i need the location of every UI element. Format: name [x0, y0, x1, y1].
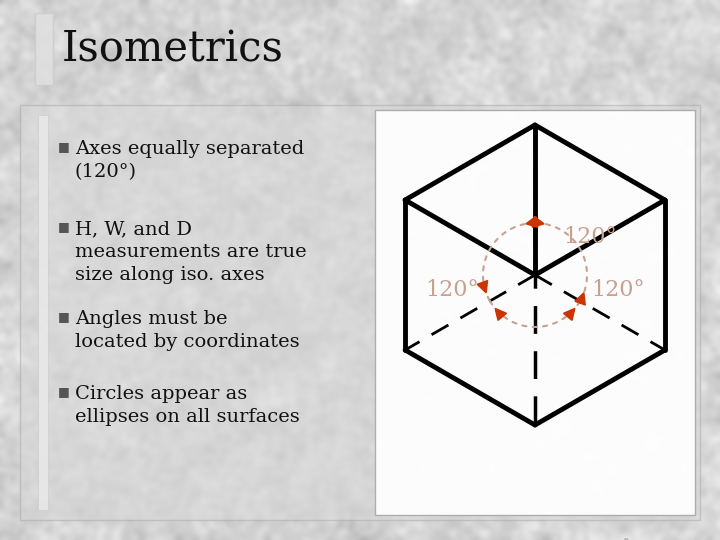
- FancyBboxPatch shape: [375, 110, 695, 515]
- Text: Circles appear as
ellipses on all surfaces: Circles appear as ellipses on all surfac…: [75, 385, 300, 426]
- Polygon shape: [575, 293, 585, 305]
- Text: Angles must be
located by coordinates: Angles must be located by coordinates: [75, 310, 300, 351]
- Text: H, W, and D
measurements are true
size along iso. axes: H, W, and D measurements are true size a…: [75, 220, 307, 284]
- Text: 120°: 120°: [591, 279, 645, 301]
- Polygon shape: [526, 217, 538, 227]
- Text: Axes equally separated
(120°): Axes equally separated (120°): [75, 140, 305, 181]
- Text: ■: ■: [58, 140, 70, 153]
- Text: Isometrics: Isometrics: [62, 29, 284, 71]
- Text: 120°: 120°: [563, 226, 616, 248]
- Polygon shape: [477, 281, 487, 293]
- Polygon shape: [495, 308, 506, 320]
- Text: ■: ■: [58, 385, 70, 398]
- Text: ■: ■: [58, 310, 70, 323]
- FancyBboxPatch shape: [20, 105, 700, 520]
- Text: 120°: 120°: [425, 279, 479, 301]
- Polygon shape: [532, 217, 544, 227]
- FancyBboxPatch shape: [35, 13, 53, 85]
- FancyBboxPatch shape: [38, 115, 48, 510]
- Text: ■: ■: [58, 220, 70, 233]
- Polygon shape: [564, 308, 575, 320]
